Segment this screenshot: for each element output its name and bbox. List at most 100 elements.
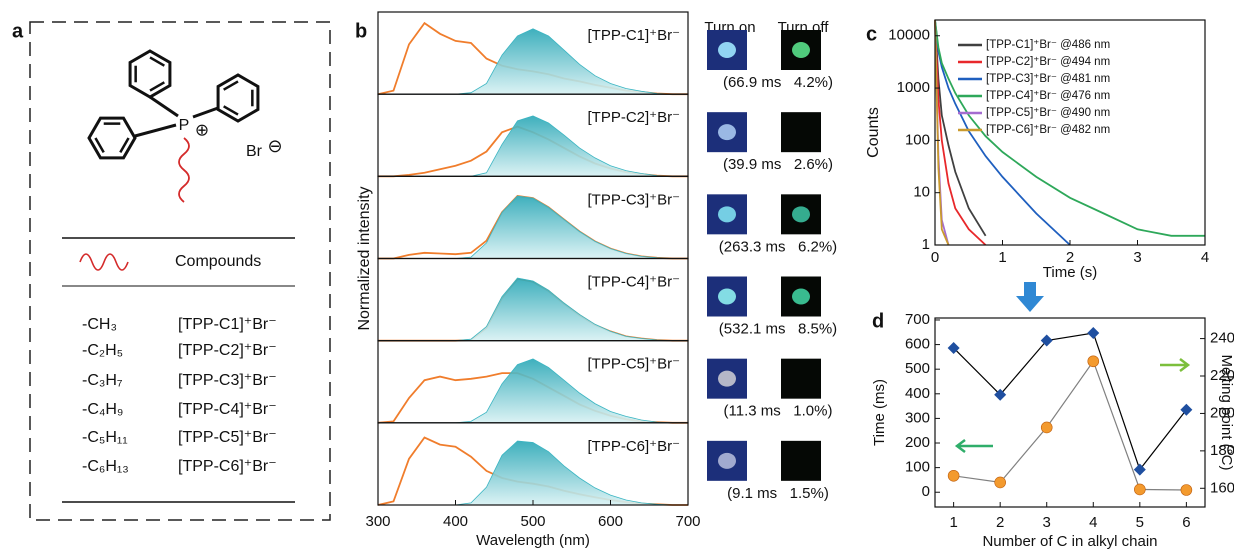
- y-tick-label: 400: [905, 385, 930, 402]
- table-cell: -C₂H₅: [82, 342, 123, 359]
- charge: ⊕: [195, 120, 209, 139]
- plot-frame: [934, 317, 1206, 508]
- circle-marker: [1134, 483, 1146, 496]
- table-cell: [TPP-C4]⁺Br⁻: [178, 401, 277, 418]
- table-cell: -C₃H₇: [82, 372, 122, 389]
- y2-tick-label: 220: [1210, 367, 1234, 384]
- decay-line: [934, 19, 987, 246]
- circle-marker: [1180, 484, 1193, 496]
- photo-off: [781, 358, 821, 399]
- photo-caption: (532.1 ms 8.5%): [719, 320, 837, 337]
- benzene-ring: [87, 116, 137, 160]
- arrow-left: [954, 439, 993, 453]
- x-axis-label: Time (s): [1043, 264, 1097, 281]
- photo-caption: (9.1 ms 1.5%): [727, 485, 829, 502]
- photo-caption: (263.3 ms 6.2%): [719, 238, 837, 255]
- legend-label: [TPP-C5]⁺Br⁻ @490 nm: [986, 107, 1110, 119]
- x-tick-label: 6: [1182, 514, 1190, 531]
- diamond-marker: [1133, 463, 1146, 476]
- panel-label: a: [12, 20, 24, 42]
- circle-marker: [994, 476, 1006, 489]
- table-cell: -C₆H₁₃: [82, 458, 129, 475]
- diamond-marker: [1040, 334, 1053, 347]
- photo-glow: [718, 370, 736, 387]
- y-tick-label: 100: [905, 459, 930, 476]
- panel-title: [TPP-C5]⁺Br⁻: [587, 356, 680, 373]
- y-tick-label: 10: [913, 184, 930, 201]
- charge: ⊖: [267, 136, 282, 156]
- circle-marker: [1087, 355, 1100, 368]
- table-cell: -C₄H₉: [82, 401, 123, 418]
- y-tick-label: 700: [905, 311, 930, 328]
- panel-a-frame: [29, 21, 331, 521]
- y2-axis-label: Melting point (°C): [1218, 354, 1234, 470]
- x-axis-label: Number of C in alkyl chain: [982, 533, 1157, 549]
- x-tick-label: 500: [520, 513, 545, 530]
- diamond-marker: [1180, 403, 1193, 416]
- decay-line: [934, 19, 1205, 237]
- atom: Br: [246, 143, 263, 160]
- y2-tick-label: 180: [1210, 442, 1234, 459]
- table-cell: [TPP-C6]⁺Br⁻: [178, 458, 277, 475]
- x-axis-label: Wavelength (nm): [476, 532, 590, 549]
- alkyl-chain: [178, 137, 190, 203]
- x-tick-label: 600: [598, 513, 623, 530]
- table-cell: [TPP-C5]⁺Br⁻: [178, 429, 277, 446]
- y-axis-label: Normalized intensity: [356, 186, 373, 330]
- panel-label: d: [872, 310, 884, 332]
- diamond-marker: [947, 341, 960, 354]
- x-tick-label: 2: [1066, 249, 1074, 266]
- y-tick-label: 300: [905, 409, 930, 426]
- arrow: [1016, 282, 1044, 312]
- panel-label: c: [866, 23, 877, 45]
- double-bond: [149, 81, 165, 92]
- connect-line: [953, 332, 1187, 471]
- panel-label: b: [355, 20, 367, 42]
- photo-glow: [718, 42, 736, 58]
- panel-title: [TPP-C4]⁺Br⁻: [587, 273, 680, 290]
- table-cell: -C₅H₁₁: [82, 429, 128, 446]
- decay-line: [934, 19, 950, 246]
- bond: [192, 106, 219, 119]
- photo-glow: [718, 452, 736, 469]
- x-tick-label: 300: [365, 513, 390, 530]
- photo-glow: [718, 124, 736, 141]
- photo-off: [781, 112, 821, 153]
- x-tick-label: 4: [1201, 249, 1209, 266]
- y-tick-label: 1: [922, 236, 930, 253]
- diamond-marker: [994, 388, 1007, 401]
- y-axis-label: Time (ms): [871, 379, 888, 446]
- y-tick-label: 100: [905, 131, 930, 148]
- diamond-marker: [1087, 326, 1100, 339]
- panel-title: [TPP-C3]⁺Br⁻: [587, 191, 680, 208]
- x-tick-label: 2: [996, 514, 1004, 531]
- photo-glow: [792, 288, 810, 305]
- photo-caption: (39.9 ms 2.6%): [723, 156, 833, 173]
- photo-glow: [718, 206, 736, 223]
- x-tick-label: 3: [1133, 249, 1141, 266]
- circle-marker: [947, 469, 960, 482]
- table-cell: [TPP-C1]⁺Br⁻: [178, 316, 277, 333]
- y2-tick-label: 200: [1210, 404, 1234, 421]
- legend-label: [TPP-C4]⁺Br⁻ @476 nm: [986, 90, 1110, 102]
- legend-label: [TPP-C1]⁺Br⁻ @486 nm: [986, 39, 1110, 51]
- molecule: [87, 49, 260, 160]
- double-bond: [94, 137, 105, 153]
- photo-caption: (66.9 ms 4.2%): [723, 74, 833, 91]
- chain-icon: [79, 253, 129, 271]
- y-tick-label: 1000: [897, 79, 930, 96]
- legend-label: [TPP-C2]⁺Br⁻ @494 nm: [986, 56, 1110, 68]
- x-tick-label: 700: [675, 513, 700, 530]
- y2-tick-label: 160: [1210, 479, 1234, 496]
- photo-glow: [792, 206, 810, 223]
- double-bond: [149, 56, 165, 67]
- y-tick-label: 200: [905, 434, 930, 451]
- x-tick-label: 1: [998, 249, 1006, 266]
- y-tick-label: 500: [905, 360, 930, 377]
- y2-tick-label: 240: [1210, 330, 1234, 347]
- x-tick-label: 1: [949, 514, 957, 531]
- circle-marker: [1040, 421, 1053, 434]
- y-axis-label: Counts: [865, 107, 882, 158]
- connect-line: [953, 360, 1187, 491]
